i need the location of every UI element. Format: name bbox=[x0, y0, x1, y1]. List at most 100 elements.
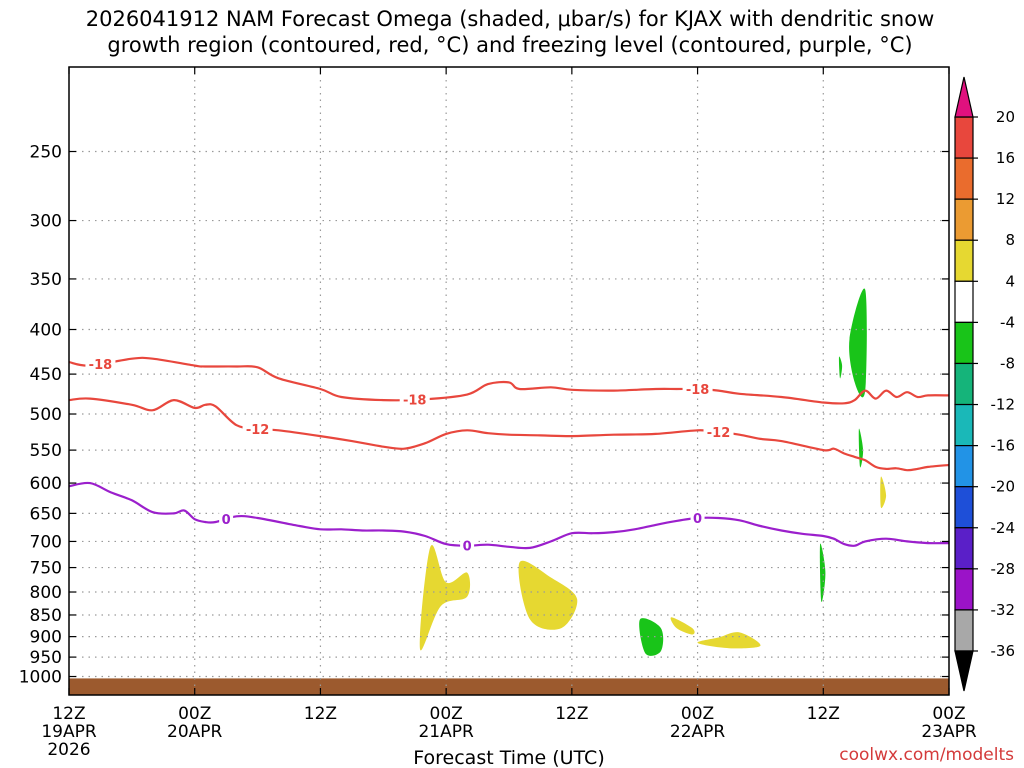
colorbar-segment bbox=[954, 362, 974, 406]
terrain-fill bbox=[69, 678, 949, 695]
colorbar-segment bbox=[954, 198, 974, 241]
omega-region-4 bbox=[697, 632, 761, 649]
omega-region-10 bbox=[858, 428, 864, 468]
x-tick-label: 2026 bbox=[47, 740, 90, 760]
x-tick-label: 00Z bbox=[178, 704, 211, 724]
contour-label: 0 bbox=[693, 512, 702, 527]
x-tick-label: 12Z bbox=[304, 704, 337, 724]
y-tick-label: 750 bbox=[30, 559, 62, 579]
omega-region-8 bbox=[849, 288, 867, 398]
y-tick-label: 950 bbox=[30, 648, 62, 668]
contour-label: 0 bbox=[463, 540, 472, 555]
contour-label: -12 bbox=[246, 423, 270, 438]
x-tick-label: 12Z bbox=[52, 704, 85, 724]
colorbar-label: 8 bbox=[1005, 231, 1015, 249]
x-tick-label: 12Z bbox=[555, 704, 588, 724]
x-tick-label: 19APR bbox=[41, 722, 97, 742]
y-tick-label: 600 bbox=[30, 474, 62, 494]
plot-frame bbox=[68, 66, 950, 696]
contour-label-bg bbox=[690, 511, 705, 526]
colorbar-segment bbox=[954, 568, 974, 611]
x-tick-label: 00Z bbox=[681, 704, 714, 724]
colorbar: 20 16 12 8 4 -4 -8 -12 -16 -20 -24 -28 -32 -36 bbox=[954, 76, 1016, 692]
plot-gridlines bbox=[69, 67, 949, 695]
y-tick-label: 800 bbox=[30, 583, 62, 603]
contour-label: -12 bbox=[707, 426, 731, 441]
colorbar-label: 12 bbox=[996, 190, 1015, 208]
colorbar-label: -4 bbox=[1000, 313, 1015, 331]
credit-text: coolwx.com/modelts bbox=[839, 745, 1014, 765]
colorbar-label: -32 bbox=[991, 601, 1016, 619]
colorbar-segment bbox=[954, 403, 974, 447]
colorbar-segment bbox=[954, 527, 974, 570]
contour-label: 0 bbox=[222, 513, 231, 528]
y-tick-label: 500 bbox=[30, 405, 62, 425]
omega-region-9 bbox=[838, 356, 843, 379]
colorbar-label: 16 bbox=[996, 149, 1015, 167]
colorbar-segment bbox=[954, 486, 974, 529]
y-axis-ticks: 2503003504004505005506006507007508008509… bbox=[19, 143, 949, 688]
x-tick-label: 12Z bbox=[807, 704, 840, 724]
y-tick-label: 900 bbox=[30, 628, 62, 648]
colorbar-segment bbox=[954, 445, 974, 488]
omega-region-5 bbox=[880, 476, 887, 509]
y-tick-label: 1000 bbox=[19, 668, 62, 688]
y-tick-label: 850 bbox=[30, 606, 62, 626]
omega-region-7 bbox=[819, 543, 826, 603]
x-axis-label: Forecast Time (UTC) bbox=[413, 747, 604, 768]
colorbar-segment bbox=[954, 239, 974, 282]
y-tick-label: 550 bbox=[30, 441, 62, 461]
colorbar-label: -12 bbox=[991, 396, 1016, 414]
contour-label-bg bbox=[460, 538, 475, 553]
omega-region-3 bbox=[670, 617, 695, 635]
colorbar-label: -16 bbox=[991, 437, 1016, 455]
y-tick-label: 250 bbox=[30, 143, 62, 163]
contour-label-bg bbox=[703, 424, 734, 439]
contour-line--12 bbox=[68, 397, 950, 472]
colorbar-label: -8 bbox=[1000, 354, 1015, 372]
x-tick-label: 23APR bbox=[921, 722, 977, 742]
colorbar-segment bbox=[954, 116, 974, 159]
x-tick-label: 00Z bbox=[932, 704, 965, 724]
colorbar-label: -24 bbox=[991, 519, 1016, 537]
contour-label-bg bbox=[219, 512, 234, 527]
colorbar-label: 4 bbox=[1005, 272, 1015, 290]
y-tick-label: 350 bbox=[30, 270, 62, 290]
x-tick-label: 21APR bbox=[418, 722, 474, 742]
chart-title-line-2: growth region (contoured, red, °C) and f… bbox=[107, 33, 912, 57]
colorbar-label: -36 bbox=[991, 642, 1016, 660]
contour-label: -18 bbox=[686, 383, 710, 398]
colorbar-label: -28 bbox=[991, 560, 1016, 578]
contour-line-0 bbox=[68, 481, 950, 550]
colorbar-segment bbox=[954, 280, 974, 323]
omega-region-2 bbox=[518, 560, 578, 630]
omega-shaded-regions bbox=[419, 288, 887, 656]
colorbar-top-triangle bbox=[954, 76, 974, 118]
omega-region-6 bbox=[639, 618, 664, 656]
y-tick-label: 700 bbox=[30, 532, 62, 552]
contour-label: -18 bbox=[89, 358, 113, 373]
contour-label: -18 bbox=[403, 394, 427, 409]
contour-label-bg bbox=[242, 421, 273, 436]
chart-title-line-1: 2026041912 NAM Forecast Omega (shaded, μ… bbox=[86, 7, 935, 31]
x-tick-label: 00Z bbox=[430, 704, 463, 724]
y-tick-label: 650 bbox=[30, 504, 62, 524]
colorbar-segment bbox=[954, 609, 974, 652]
colorbar-label: -20 bbox=[991, 478, 1016, 496]
x-tick-label: 22APR bbox=[670, 722, 726, 742]
contour-label-bg bbox=[85, 356, 116, 371]
omega-region-1 bbox=[419, 544, 471, 651]
colorbar-bottom-triangle bbox=[954, 650, 974, 692]
colorbar-segment bbox=[954, 157, 974, 200]
contour-line--18 bbox=[68, 356, 950, 405]
y-tick-label: 400 bbox=[30, 321, 62, 341]
contour-label-bg bbox=[399, 392, 430, 407]
y-tick-label: 300 bbox=[30, 212, 62, 232]
x-tick-label: 20APR bbox=[167, 722, 223, 742]
colorbar-segment bbox=[954, 321, 974, 365]
y-tick-label: 450 bbox=[30, 365, 62, 385]
contour-label-bg bbox=[682, 381, 713, 396]
colorbar-label: 20 bbox=[996, 108, 1015, 126]
